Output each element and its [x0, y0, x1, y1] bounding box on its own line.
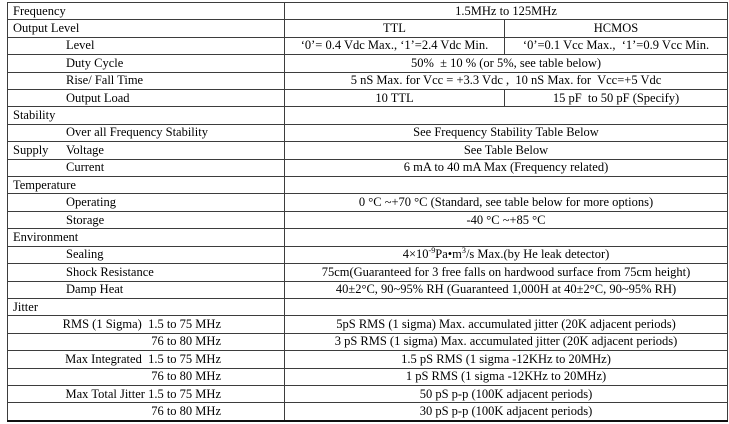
spec-value: 40±2°C, 90~95% RH (Guaranteed 1,000H at … [283, 280, 729, 299]
spec-label: 76 to 80 MHz [7, 402, 285, 422]
spec-value: 5 nS Max. for Vcc = +3.3 Vdc , 10 nS Max… [283, 71, 729, 91]
spec-label: Level [7, 36, 285, 56]
spec-label: Output Level [7, 19, 285, 38]
spec-label: Operating [7, 193, 285, 212]
table-row-frequency: Frequency 1.5MHz to 125MHz [7, 1, 729, 21]
spec-table: Frequency 1.5MHz to 125MHz Output Level … [7, 1, 729, 422]
spec-label: Temperature [7, 176, 285, 195]
spec-value: 0 °C ~+70 °C (Standard, see table below … [283, 193, 729, 212]
spec-value-sealing: 4×10-9Pa•m3/s Max.(by He leak detector) [283, 245, 729, 265]
table-row-level: Level ‘0’= 0.4 Vdc Max., ‘1’=2.4 Vdc Min… [7, 36, 729, 56]
table-row-rms-sigma-high: 76 to 80 MHz 3 pS RMS (1 sigma) Max. acc… [7, 332, 729, 352]
spec-label: Sealing [7, 245, 285, 265]
spec-label: Damp Heat [7, 280, 285, 299]
table-row-supply-voltage: Supply Voltage See Table Below [7, 141, 729, 160]
spec-value: 50% ± 10 % (or 5%, see table below) [283, 54, 729, 73]
spec-value-hcmos: 15 pF to 50 pF (Specify) [503, 89, 729, 108]
table-row-environment: Environment [7, 228, 729, 247]
spec-value: 30 pS p-p (100K adjacent periods) [283, 402, 729, 422]
superscript: 3 [461, 246, 466, 256]
table-row-rise-fall-time: Rise/ Fall Time 5 nS Max. for Vcc = +3.3… [7, 71, 729, 91]
table-row-temperature: Temperature [7, 176, 729, 195]
spec-label: RMS (1 Sigma) 1.5 to 75 MHz [7, 315, 285, 334]
spec-value: -40 °C ~+85 °C [283, 210, 729, 230]
spec-value-hcmos: HCMOS [503, 19, 729, 38]
table-row-operating: Operating 0 °C ~+70 °C (Standard, see ta… [7, 193, 729, 212]
spec-value-empty [283, 176, 729, 195]
table-row-max-integrated-low: Max Integrated 1.5 to 75 MHz 1.5 pS RMS … [7, 350, 729, 369]
spec-value: 3 pS RMS (1 sigma) Max. accumulated jitt… [283, 332, 729, 352]
table-row-max-total-jitter-low: Max Total Jitter 1.5 to 75 MHz 50 pS p-p… [7, 384, 729, 404]
spec-value: 50 pS p-p (100K adjacent periods) [283, 384, 729, 404]
spec-value-empty [283, 228, 729, 247]
table-row-output-load: Output Load 10 TTL 15 pF to 50 pF (Speci… [7, 89, 729, 108]
superscript: -9 [428, 246, 436, 256]
spec-value-hcmos: ‘0’=0.1 Vcc Max., ‘1’=0.9 Vcc Min. [503, 36, 729, 56]
spec-label: Duty Cycle [7, 54, 285, 73]
table-row-jitter: Jitter [7, 297, 729, 317]
table-row-damp-heat: Damp Heat 40±2°C, 90~95% RH (Guaranteed … [7, 280, 729, 299]
table-row-shock-resistance: Shock Resistance 75cm(Guaranteed for 3 f… [7, 263, 729, 282]
spec-value: See Frequency Stability Table Below [283, 123, 729, 143]
spec-value: 1.5 pS RMS (1 sigma -12KHz to 20MHz) [283, 350, 729, 369]
spec-label: Supply Voltage [7, 141, 285, 160]
table-row-max-total-jitter-high: 76 to 80 MHz 30 pS p-p (100K adjacent pe… [7, 402, 729, 422]
spec-label: Frequency [7, 1, 285, 21]
table-row-storage: Storage -40 °C ~+85 °C [7, 210, 729, 230]
spec-label: Stability [7, 106, 285, 125]
spec-sublabel: Voltage [66, 142, 104, 157]
spec-label: Storage [7, 210, 285, 230]
spec-label: Rise/ Fall Time [7, 71, 285, 91]
spec-value: 5pS RMS (1 sigma) Max. accumulated jitte… [283, 315, 729, 334]
spec-value-ttl: 10 TTL [284, 89, 505, 108]
table-row-output-level: Output Level TTL HCMOS [7, 19, 729, 38]
spec-value-empty [283, 297, 729, 317]
spec-group-label: Supply [13, 142, 49, 157]
spec-label: 76 to 80 MHz [7, 367, 285, 386]
table-row-overall-frequency-stability: Over all Frequency Stability See Frequen… [7, 123, 729, 143]
spec-label: Environment [7, 228, 285, 247]
spec-label: Over all Frequency Stability [7, 123, 285, 143]
spec-value-empty [283, 106, 729, 125]
spec-value: 1.5MHz to 125MHz [283, 1, 729, 21]
spec-value: See Table Below [283, 141, 729, 160]
spec-value: 6 mA to 40 mA Max (Frequency related) [283, 158, 729, 178]
table-row-max-integrated-high: 76 to 80 MHz 1 pS RMS (1 sigma -12KHz to… [7, 367, 729, 386]
spec-label: Current [7, 158, 285, 178]
table-row-supply-current: Current 6 mA to 40 mA Max (Frequency rel… [7, 158, 729, 178]
spec-value-ttl: ‘0’= 0.4 Vdc Max., ‘1’=2.4 Vdc Min. [284, 36, 505, 56]
spec-label: Max Integrated 1.5 to 75 MHz [7, 350, 285, 369]
spec-label: Shock Resistance [7, 263, 285, 282]
spec-label: Output Load [7, 89, 285, 108]
table-row-sealing: Sealing 4×10-9Pa•m3/s Max.(by He leak de… [7, 245, 729, 265]
spec-value: 1 pS RMS (1 sigma -12KHz to 20MHz) [283, 367, 729, 386]
table-row-rms-sigma-low: RMS (1 Sigma) 1.5 to 75 MHz 5pS RMS (1 s… [7, 315, 729, 334]
spec-label: Jitter [7, 297, 285, 317]
spec-label: Max Total Jitter 1.5 to 75 MHz [7, 384, 285, 404]
spec-value: 75cm(Guaranteed for 3 free falls on hard… [283, 263, 729, 282]
spec-label: 76 to 80 MHz [7, 332, 285, 352]
table-row-stability: Stability [7, 106, 729, 125]
table-row-duty-cycle: Duty Cycle 50% ± 10 % (or 5%, see table … [7, 54, 729, 73]
spec-value-ttl: TTL [284, 19, 505, 38]
